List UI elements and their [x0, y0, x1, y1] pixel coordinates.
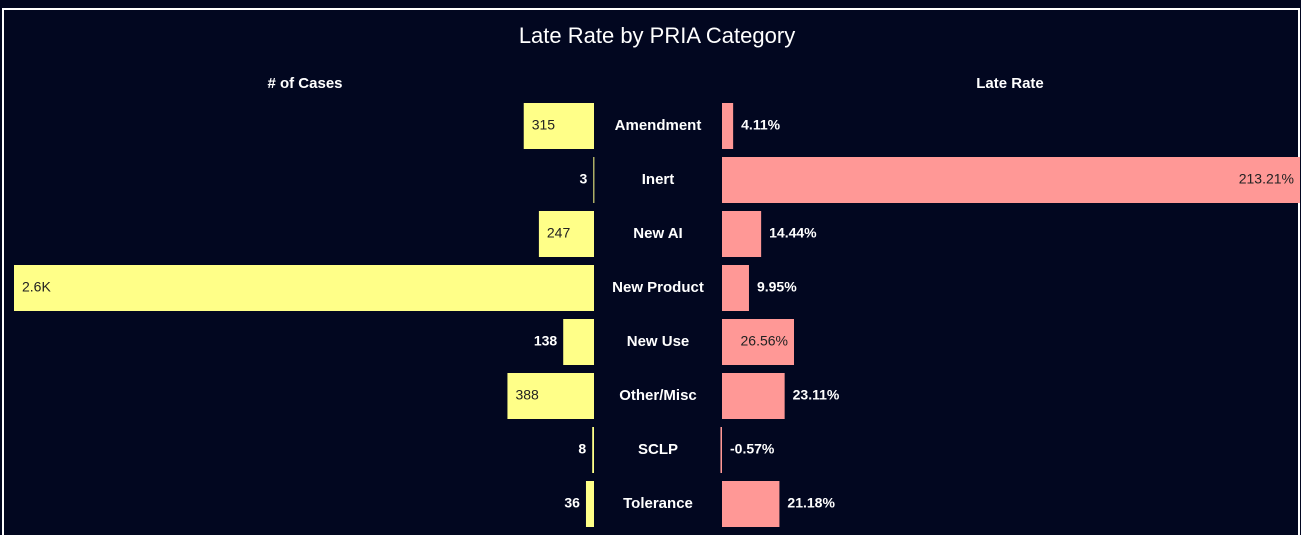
bar [722, 157, 1300, 203]
data-label: 4.11% [741, 117, 780, 133]
category-label: New Product [612, 279, 704, 296]
bar [523, 103, 594, 149]
data-label: -0.57% [730, 441, 775, 457]
data-label: 9.95% [757, 279, 797, 295]
category-label: Other/Misc [619, 387, 697, 404]
bar [563, 319, 594, 365]
series-header: Late Rate [976, 75, 1044, 92]
category-label: New Use [627, 333, 690, 350]
bar [592, 427, 594, 473]
bar [538, 211, 594, 257]
data-label: 138 [534, 333, 558, 349]
bar [722, 481, 780, 527]
bar [722, 211, 762, 257]
data-label: 23.11% [793, 387, 840, 403]
data-label: 2.6K [22, 279, 51, 295]
bar [507, 373, 594, 419]
data-label: 14.44% [769, 225, 817, 241]
category-label: Tolerance [623, 495, 693, 512]
series-header: # of Cases [267, 75, 342, 92]
data-label: 36 [564, 495, 580, 511]
data-label: 388 [515, 387, 539, 403]
data-label: 315 [532, 117, 556, 133]
category-label: SCLP [638, 441, 678, 458]
category-label: Amendment [615, 117, 702, 134]
bar [722, 373, 785, 419]
data-label: 213.21% [1239, 171, 1294, 187]
data-label: 8 [578, 441, 586, 457]
data-label: 247 [547, 225, 571, 241]
bar [722, 103, 734, 149]
bar [593, 157, 595, 203]
bar [722, 265, 749, 311]
frame [2, 8, 1300, 535]
bar [14, 265, 594, 311]
bar [720, 427, 722, 473]
bar [585, 481, 594, 527]
data-label: 21.18% [787, 495, 835, 511]
bar [722, 319, 795, 365]
category-label: New AI [633, 225, 682, 242]
data-label: 3 [580, 171, 588, 187]
category-label: Inert [642, 171, 675, 188]
data-label: 26.56% [741, 333, 788, 349]
chart-title: Late Rate by PRIA Category [519, 23, 795, 48]
